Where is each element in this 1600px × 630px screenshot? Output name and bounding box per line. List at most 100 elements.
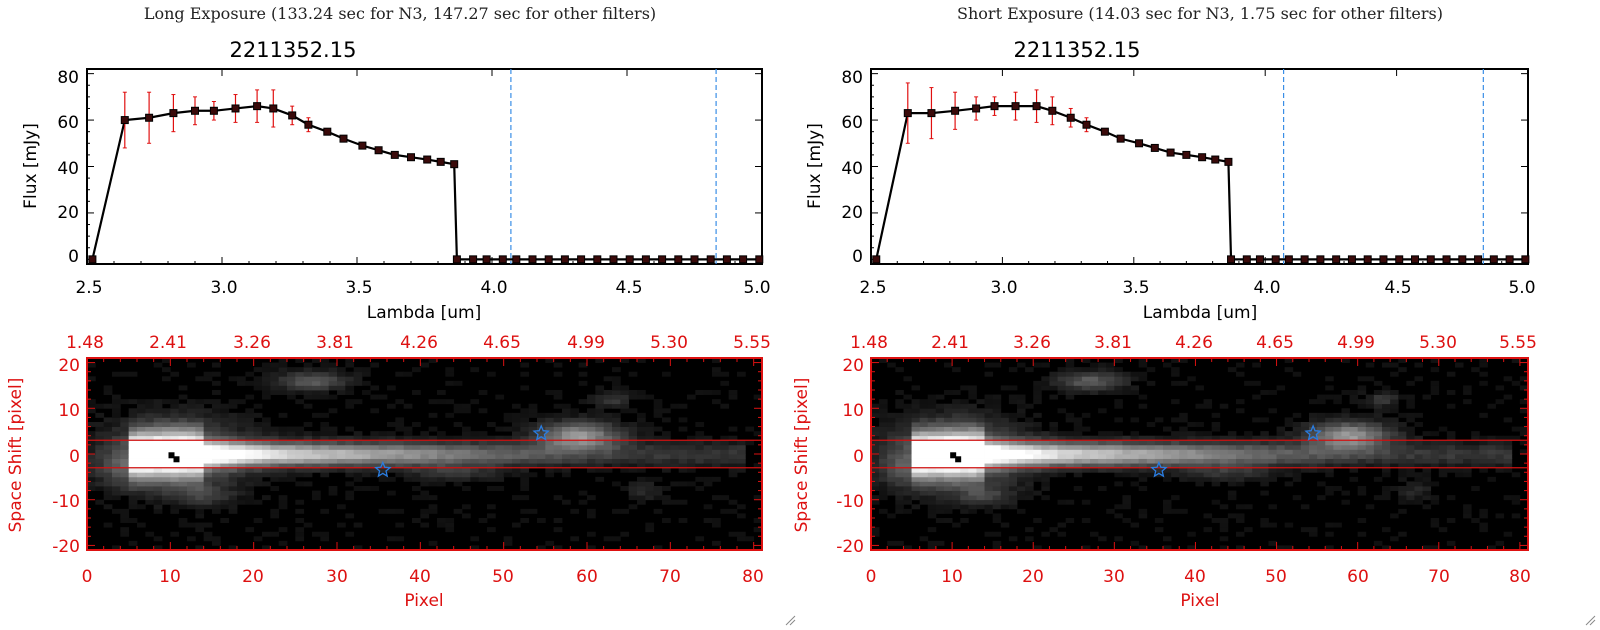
heatmap-cell [162, 417, 171, 423]
heatmap-cell [187, 449, 196, 455]
heatmap-cell [212, 536, 221, 542]
heatmap-cell [303, 403, 313, 409]
heatmap-cell [1138, 358, 1148, 363]
heatmap-cell [170, 508, 180, 514]
heatmap-cell [1463, 440, 1472, 446]
heatmap-cell [262, 371, 271, 377]
heatmap-cell [670, 463, 680, 469]
heatmap-cell [487, 449, 496, 455]
heatmap-cell [1057, 499, 1067, 505]
heatmap-cell [1098, 431, 1107, 437]
heatmap-cell [1163, 435, 1172, 441]
heatmap-cell [1081, 380, 1091, 386]
heatmap-cell [403, 472, 413, 478]
heatmap-cell [670, 481, 680, 487]
heatmap-cell [195, 458, 205, 464]
heatmap-cell [1163, 472, 1172, 478]
heatmap-cell [170, 476, 180, 482]
heatmap-cell [212, 399, 221, 405]
heatmap-cell [737, 449, 746, 455]
heatmap-cell [1146, 440, 1156, 446]
heatmap-cell [1446, 371, 1456, 377]
heatmap-cell [992, 545, 1002, 551]
star-icon [374, 460, 392, 478]
heatmap-cell [1081, 454, 1091, 459]
heatmap-cell [1090, 454, 1099, 459]
heatmap-cell [960, 417, 969, 423]
heatmap-cell [952, 504, 961, 510]
heatmap-cell [1430, 458, 1440, 464]
heatmap-cell [220, 472, 230, 478]
heatmap-cell [1041, 376, 1050, 382]
heatmap-cell [1008, 444, 1018, 450]
heatmap-cell [428, 399, 438, 405]
heatmap-cell [1049, 463, 1058, 469]
peak-marker [168, 452, 175, 459]
heatmap-cell [895, 495, 904, 501]
heatmap-cell [728, 463, 738, 469]
heatmap-cell [712, 540, 721, 546]
plot-title: 2211352.15 [1014, 38, 1141, 62]
heatmap-cell [345, 390, 355, 395]
heatmap-cell [687, 454, 696, 459]
heatmap-cell [628, 435, 638, 441]
heatmap-cell [1203, 454, 1213, 459]
heatmap-cell [595, 467, 605, 473]
heatmap-cell [687, 394, 696, 400]
heatmap-cell [1057, 449, 1067, 455]
heatmap-cell [353, 458, 363, 464]
heatmap-cell [445, 440, 455, 446]
heatmap-cell [1390, 422, 1399, 427]
heatmap-cell [353, 454, 363, 459]
heatmap-cell [203, 371, 213, 377]
heatmap-cell [153, 495, 163, 501]
heatmap-cell [1495, 399, 1505, 405]
heatmap-cell [495, 454, 505, 459]
heatmap-cell [895, 486, 904, 491]
heatmap-cell [203, 458, 213, 464]
heatmap-cell [1098, 380, 1107, 386]
heatmap-cell [570, 508, 580, 514]
heatmap-cell [412, 518, 421, 523]
heatmap-cell [1065, 380, 1075, 386]
heatmap-cell [178, 412, 188, 418]
heatmap-cell [1463, 444, 1472, 450]
heatmap-cell [612, 380, 621, 386]
heatmap-cell [720, 508, 730, 514]
heatmap-cell [1106, 449, 1115, 455]
heatmap-cell [1122, 463, 1131, 469]
heatmap-cell [1033, 454, 1042, 459]
heatmap-cell [911, 431, 921, 437]
heatmap-cell [412, 467, 421, 473]
heatmap-cell [1163, 499, 1172, 505]
heatmap-cell [935, 440, 945, 446]
heatmap-cell [587, 422, 596, 427]
heatmap-cell [645, 449, 655, 455]
resize-grip-icon[interactable] [1584, 614, 1596, 626]
heatmap-cell [952, 417, 961, 423]
resize-grip-icon[interactable] [784, 614, 796, 626]
heatmap-cell [370, 486, 380, 491]
heatmap-cell [245, 476, 255, 482]
heatmap-cell [220, 412, 230, 418]
heatmap-cell [228, 444, 238, 450]
heatmap-cell [1430, 367, 1440, 373]
heatmap-cell [162, 422, 171, 427]
image-x-tick-label: 70 [659, 567, 681, 587]
heatmap-cell [1406, 463, 1415, 469]
heatmap-cell [612, 444, 621, 450]
heatmap-cell [1098, 449, 1107, 455]
heatmap-cell [1365, 504, 1375, 510]
heatmap-cell [1138, 362, 1148, 368]
heatmap-cell [312, 454, 321, 459]
heatmap-cell [1382, 440, 1391, 446]
heatmap-cell [428, 540, 438, 546]
heatmap-cell [387, 422, 396, 427]
heatmap-cell [1057, 531, 1067, 537]
heatmap-cell [420, 490, 430, 496]
heatmap-cell [1065, 463, 1075, 469]
heatmap-cell [976, 426, 985, 432]
heatmap-cell [545, 472, 555, 478]
heatmap-cell [1309, 463, 1318, 469]
heatmap-cell [337, 463, 346, 469]
